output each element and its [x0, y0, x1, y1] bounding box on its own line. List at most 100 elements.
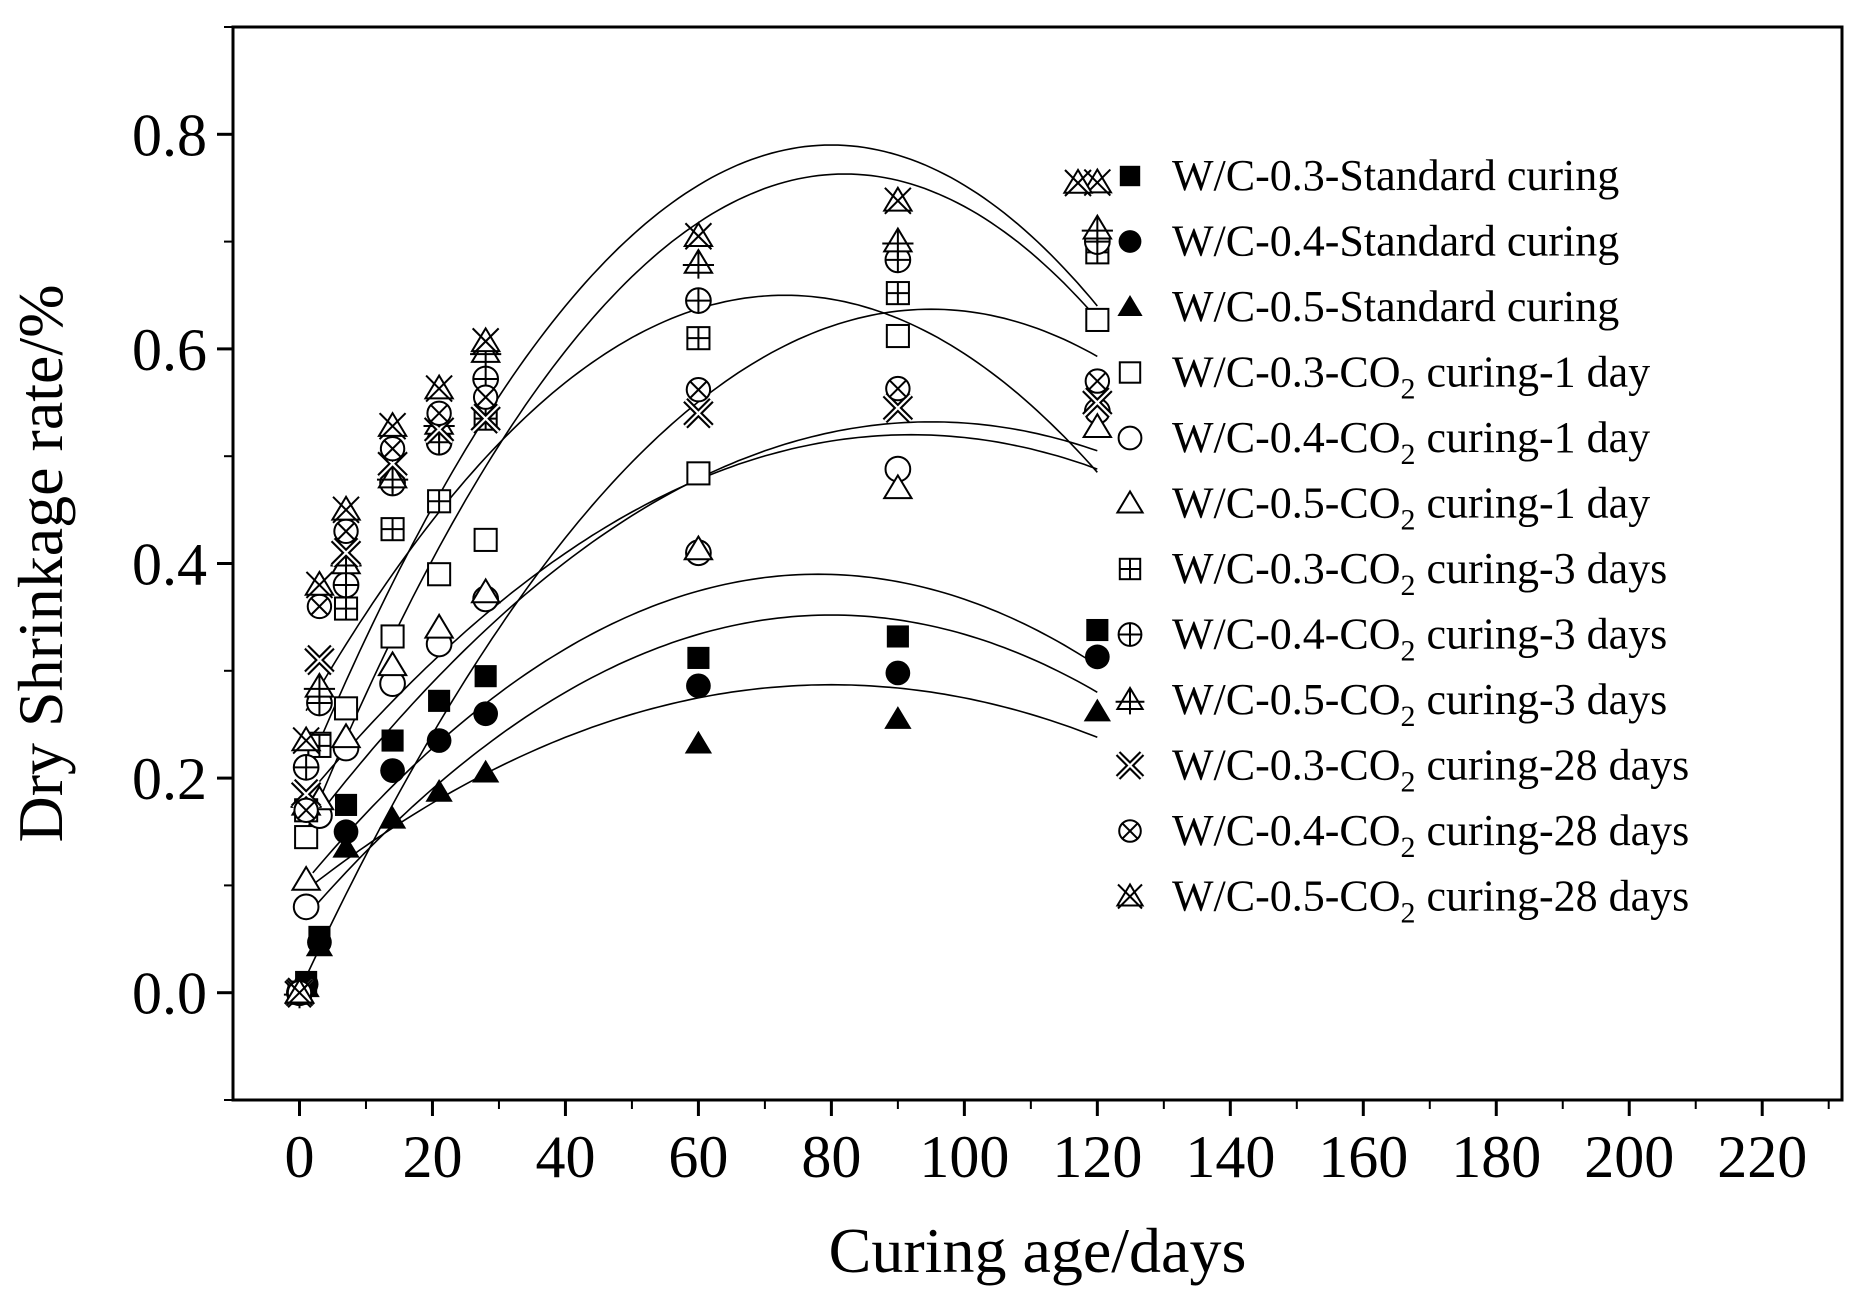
x-tick-label: 60 [668, 1124, 728, 1190]
series-11 [284, 167, 1113, 1007]
x-tick-label: 120 [1052, 1124, 1142, 1190]
data-point [1081, 213, 1113, 245]
data-point [885, 323, 910, 349]
marker-line [684, 399, 713, 428]
legend-label-main: W/C-0.3-CO [1172, 348, 1401, 397]
legend-label-tail: curing-28 days [1416, 872, 1690, 921]
data-point [376, 462, 409, 494]
data-point [1085, 307, 1110, 332]
marker-shape [333, 819, 359, 845]
data-point [1084, 368, 1111, 394]
marker-shape [1084, 644, 1110, 670]
y-tick-label: 0.8 [132, 102, 207, 168]
marker-shape [377, 650, 408, 677]
data-point [377, 650, 408, 677]
data-point [427, 562, 452, 587]
marker-shape [682, 534, 714, 561]
marker-shape [428, 689, 451, 712]
marker-shape [687, 646, 710, 669]
marker-line [1088, 372, 1107, 390]
marker-line [884, 394, 912, 422]
data-point [687, 646, 710, 669]
legend-label: W/C-0.5-Standard curing [1172, 282, 1619, 331]
data-points [283, 167, 1113, 1009]
marker-shape [305, 933, 334, 957]
marker-shape [884, 706, 912, 729]
data-point [682, 534, 714, 561]
marker-shape [304, 570, 335, 596]
legend-label-main: W/C-0.3-CO [1172, 544, 1401, 593]
legend-label-tail: curing-3 days [1416, 610, 1668, 659]
data-point [686, 461, 711, 486]
marker-shape [294, 825, 319, 850]
data-point [423, 373, 455, 403]
marker-line [292, 726, 320, 755]
marker-line [476, 388, 495, 407]
x-tick-label: 0 [284, 1124, 314, 1190]
data-point [686, 326, 711, 351]
data-point [284, 977, 315, 1007]
legend-label: W/C-0.3-Standard curing [1172, 151, 1619, 200]
marker-shape [1083, 698, 1111, 722]
data-point [684, 730, 713, 754]
legend-item: W/C-0.3-Standard curing [1119, 151, 1619, 200]
data-point [428, 689, 451, 712]
marker-shape [427, 562, 452, 587]
x-tick-label: 80 [801, 1124, 861, 1190]
legend-item: W/C-0.4-Standard curing [1118, 217, 1619, 266]
legend-label-main: W/C-0.4-Standard curing [1172, 217, 1619, 266]
marker-shape [1117, 295, 1143, 316]
legend-label: W/C-0.5-CO2 curing-3 days [1172, 675, 1667, 733]
data-point [306, 593, 333, 620]
fit-curve [305, 173, 1098, 833]
marker-shape [334, 793, 358, 816]
legend-label: W/C-0.4-Standard curing [1172, 217, 1619, 266]
data-point [882, 226, 914, 258]
legend-label-main: W/C-0.5-CO [1172, 479, 1401, 528]
data-point [333, 596, 359, 621]
marker-shape [290, 725, 322, 752]
marker-shape [882, 185, 914, 212]
legend-marker [1118, 361, 1142, 384]
data-point [381, 729, 404, 752]
data-point [474, 665, 497, 688]
legend-label-subscript: 2 [1401, 635, 1416, 668]
marker-line [471, 327, 500, 356]
data-point [377, 411, 408, 440]
marker-shape [472, 759, 500, 783]
marker-shape [470, 577, 502, 604]
marker-line [297, 801, 316, 820]
marker-shape [292, 893, 320, 921]
legend-item: W/C-0.4-CO2 curing-3 days [1117, 610, 1668, 668]
legend-marker [1117, 622, 1143, 647]
legend-label-tail: curing-3 days [1416, 544, 1668, 593]
marker-shape [330, 494, 362, 521]
legend-item: W/C-0.5-CO2 curing-1 day [1115, 479, 1650, 537]
marker-shape [885, 323, 910, 349]
marker-shape [1085, 307, 1110, 332]
data-point [885, 375, 911, 402]
legend-label-subscript: 2 [1401, 831, 1416, 864]
data-point [472, 759, 500, 783]
legend-marker [1118, 557, 1142, 581]
marker-shape [333, 696, 359, 721]
marker-shape [290, 865, 322, 891]
data-point [1082, 387, 1113, 418]
data-point [885, 281, 910, 306]
data-point [686, 673, 711, 699]
x-tick-label: 40 [535, 1124, 595, 1190]
legend-label-tail: curing-1 day [1416, 413, 1651, 462]
legend-label-tail: curing-28 days [1416, 741, 1690, 790]
fit-curve [312, 614, 1098, 910]
x-tick-label: 20 [402, 1124, 462, 1190]
data-point [473, 527, 498, 552]
legend-label: W/C-0.3-CO2 curing-1 day [1172, 348, 1650, 406]
marker-shape [426, 728, 452, 753]
marker-shape [1081, 412, 1113, 438]
legend-label: W/C-0.4-CO2 curing-1 day [1172, 413, 1650, 471]
legend-label-subscript: 2 [1401, 700, 1416, 733]
data-point [333, 696, 359, 721]
marker-shape [686, 461, 711, 486]
data-point [380, 517, 405, 542]
